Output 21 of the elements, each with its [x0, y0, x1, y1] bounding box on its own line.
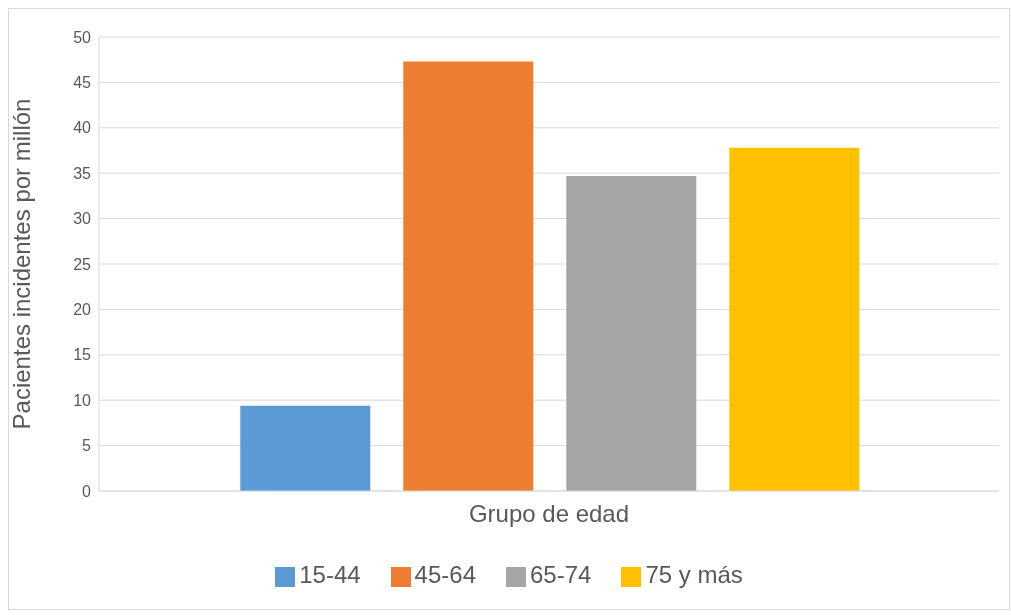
y-tick-label: 35 [73, 164, 92, 182]
y-axis-title: Pacientes incidentes por millón [7, 98, 35, 430]
bar [403, 61, 534, 491]
legend-label: 15-44 [299, 561, 361, 588]
legend-label: 65-74 [530, 561, 592, 588]
y-tick-label: 20 [73, 301, 92, 319]
legend-label: 45-64 [414, 561, 476, 588]
y-tick-label: 5 [82, 437, 92, 455]
bar [240, 405, 371, 491]
y-tick-label: 15 [73, 346, 92, 364]
y-tick-label: 30 [73, 210, 92, 228]
y-tick-label: 25 [73, 255, 92, 273]
y-tick-label: 45 [73, 74, 92, 92]
x-axis-title: Grupo de edad [468, 500, 630, 528]
y-tick-label: 40 [73, 119, 92, 137]
y-tick-label: 0 [82, 482, 92, 500]
bar [729, 147, 860, 491]
legend-label: 75 y más [645, 561, 743, 588]
y-tick-label: 10 [73, 391, 92, 409]
bar [566, 175, 697, 491]
y-tick-label: 50 [73, 28, 92, 46]
